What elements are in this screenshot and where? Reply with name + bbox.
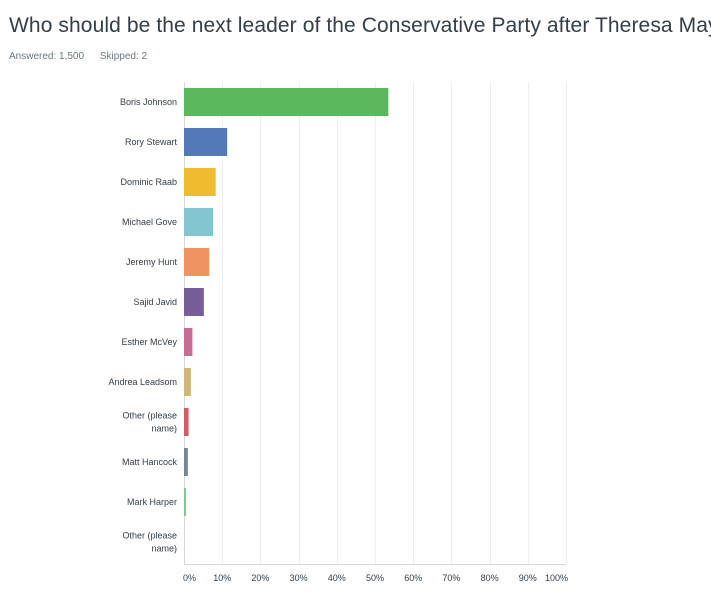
x-tick-label: 90%: [519, 573, 537, 583]
x-tick-label: 40%: [328, 573, 346, 583]
x-tick-label: 20%: [251, 573, 269, 583]
x-tick-label: 10%: [213, 573, 231, 583]
bar: [184, 328, 193, 356]
category-label: Other (please name): [122, 531, 177, 554]
category-label: Rory Stewart: [125, 137, 178, 147]
x-tick-label: 60%: [404, 573, 422, 583]
bar: [184, 368, 191, 396]
bar: [184, 168, 216, 196]
bar: [184, 488, 186, 516]
x-tick-label: 70%: [442, 573, 460, 583]
category-label: Sajid Javid: [133, 297, 177, 307]
question-title: Who should be the next leader of the Con…: [9, 14, 711, 37]
response-stats: Answered: 1,500 Skipped: 2: [9, 51, 160, 62]
x-tick-label: 100%: [545, 573, 568, 583]
x-tick-label: 50%: [366, 573, 384, 583]
bar: [184, 408, 189, 436]
answered-count: Answered: 1,500: [9, 51, 85, 62]
category-label: Other (please name): [122, 411, 177, 434]
x-tick-label: 30%: [290, 573, 308, 583]
bar: [184, 248, 210, 276]
skipped-count: Skipped: 2: [99, 51, 148, 62]
bar: [184, 88, 389, 116]
category-label: Jeremy Hunt: [126, 257, 178, 267]
bar: [184, 128, 228, 156]
bar: [184, 208, 214, 236]
category-label: Esther McVey: [121, 337, 177, 347]
category-label: Michael Gove: [122, 217, 177, 227]
category-label: Boris Johnson: [120, 97, 177, 107]
x-tick-label: 80%: [481, 573, 499, 583]
x-tick-label: 0%: [183, 573, 196, 583]
bar: [184, 448, 188, 476]
category-label: Mark Harper: [127, 497, 177, 507]
category-label: Dominic Raab: [120, 177, 177, 187]
category-label: Matt Hancock: [122, 457, 178, 467]
category-label: Andrea Leadsom: [108, 377, 177, 387]
bar: [184, 288, 204, 316]
